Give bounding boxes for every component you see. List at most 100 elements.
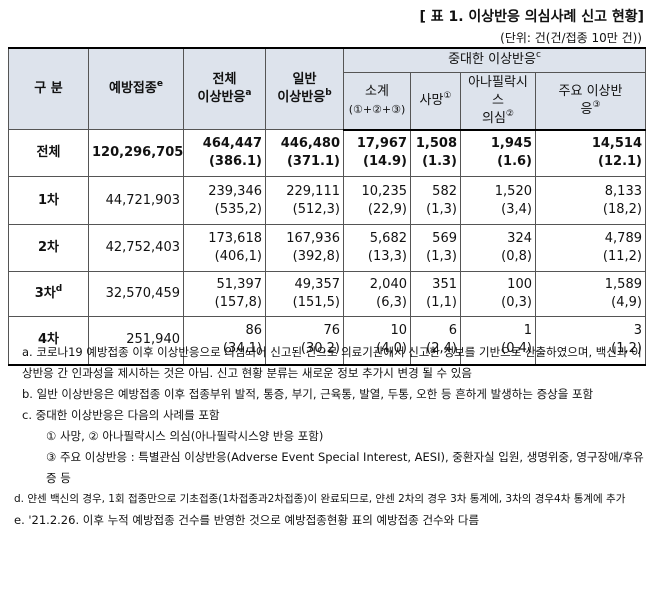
rate: (1,3): [426, 201, 457, 217]
cell-text: 120,296,705: [92, 145, 184, 160]
header: 의심: [482, 110, 506, 126]
cell-text: 42,752,403: [105, 240, 180, 255]
cell: 76 (30,2): [265, 316, 344, 365]
footnote: b. 일반 이상반응은 예방접종 이후 접종부위 발적, 통증, 부기, 근육통…: [22, 387, 594, 401]
sup: d: [55, 284, 63, 294]
rate: (12.1): [598, 154, 642, 170]
cell: 167,936 (392,8): [265, 224, 344, 272]
row-label-cell: 전체: [8, 129, 89, 177]
row-label: 3차: [34, 286, 56, 301]
count: 3: [633, 323, 642, 339]
count: 10: [390, 323, 407, 339]
count: 6: [448, 323, 457, 339]
cell: 51,397 (157,8): [183, 271, 266, 317]
rate: (1,3): [426, 249, 457, 264]
count: 239,346: [208, 183, 262, 199]
footnotes: a. 코로나19 예방접종 이후 이상반응으로 의심되어 신고된 건으로 의료기…: [14, 342, 646, 531]
header: 이상반응: [197, 90, 246, 105]
header: 주요 이상반: [558, 83, 623, 99]
cell: 14,514 (12.1): [535, 129, 646, 177]
table-body: 전체 120,296,705 464,447 (386.1) 446,480 (371.1…: [8, 129, 646, 365]
header: 아나필락시스: [468, 74, 528, 108]
cell: 251,940: [88, 316, 184, 365]
footnote: d. 얀센 백신의 경우, 1회 접종만으로 기초접종(1차접종과2차접종)이 …: [14, 493, 626, 505]
count: 1,945: [490, 136, 532, 152]
count: 8,133: [604, 183, 642, 199]
row-label: 전체: [36, 145, 61, 160]
rate: (1.3): [422, 154, 457, 170]
sup: a: [245, 88, 252, 98]
footnote: e. '21.2.26. 이후 누적 예방접종 건수를 반영한 것으로 예방접종…: [14, 513, 480, 527]
footnote: c. 중대한 이상반응은 다음의 사례를 포함: [22, 408, 220, 422]
cell: 8,133 (18,2): [535, 176, 646, 225]
count: 229,111: [286, 183, 340, 199]
sup: e: [156, 79, 163, 89]
cell-text: 32,570,459: [105, 286, 180, 301]
cell: 351 (1,1): [410, 271, 461, 317]
cell: 229,111 (512,3): [265, 176, 344, 225]
sup: ①: [443, 90, 452, 101]
header-cell: 소계 (①+②+③): [343, 71, 411, 131]
cell: 120,296,705: [88, 129, 184, 177]
row-label-cell: 2차: [8, 224, 89, 272]
cell: 32,570,459: [88, 271, 184, 317]
count: 14,514: [591, 136, 642, 152]
rate: (0,3): [501, 295, 532, 310]
header: 전체: [212, 72, 237, 87]
count: 173,618: [208, 231, 262, 246]
row-label: 1차: [37, 192, 59, 208]
count: 5,682: [369, 231, 407, 246]
rate: (386.1): [208, 154, 262, 169]
row-label-cell: 4차: [8, 316, 89, 365]
cell: 239,346 (535,2): [183, 176, 266, 225]
rate: (1,1): [426, 295, 457, 310]
cell: 100 (0,3): [460, 271, 536, 317]
table-row: 2차 42,752,403 173,618 (406,1) 167,936 (392,8)…: [8, 224, 646, 272]
cell-text: 251,940: [126, 332, 180, 348]
cell: 582 (1,3): [410, 176, 461, 225]
sup: ③: [592, 99, 601, 110]
header: 소계: [365, 83, 389, 99]
count: 582: [432, 183, 457, 199]
row-label: 2차: [37, 240, 59, 255]
count: 17,967: [356, 136, 407, 152]
header: 일반: [292, 72, 317, 87]
cell: 446,480 (371.1): [265, 129, 344, 177]
cell: 49,357 (151,5): [265, 271, 344, 317]
count: 1: [523, 323, 532, 339]
header-cell: 예방접종e: [88, 47, 184, 130]
cell: 464,447 (386.1): [183, 129, 266, 177]
cell: 2,040 (6,3): [343, 271, 411, 317]
rate: (4,0): [376, 341, 407, 357]
header: 응: [580, 101, 593, 117]
count: 351: [432, 277, 457, 292]
cell: 1,520 (3,4): [460, 176, 536, 225]
rate: (30,2): [300, 341, 340, 357]
cell: 44,721,903: [88, 176, 184, 225]
count: 100: [507, 277, 532, 292]
row-label-cell: 1차: [8, 176, 89, 225]
cell: 1,945 (1.6): [460, 129, 536, 177]
count: 51,397: [216, 277, 263, 292]
count: 1,589: [604, 277, 642, 292]
cell: 42,752,403: [88, 224, 184, 272]
count: 464,447: [202, 136, 262, 151]
header-cell: 중대한 이상반응c: [343, 47, 646, 73]
table-row: 1차 44,721,903 239,346 (535,2) 229,111 (512,3)…: [8, 176, 646, 225]
cell: 324 (0,8): [460, 224, 536, 272]
header: 이상반응: [277, 90, 326, 105]
cell: 1,589 (4,9): [535, 271, 646, 317]
rate: (22,9): [367, 201, 407, 217]
rate: (3,4): [501, 201, 532, 217]
sup: ②: [505, 108, 514, 119]
count: 569: [432, 231, 457, 246]
rate: (512,3): [292, 201, 340, 217]
rate: (1,2): [611, 341, 642, 357]
count: 49,357: [294, 277, 341, 292]
sup: b: [325, 88, 332, 98]
